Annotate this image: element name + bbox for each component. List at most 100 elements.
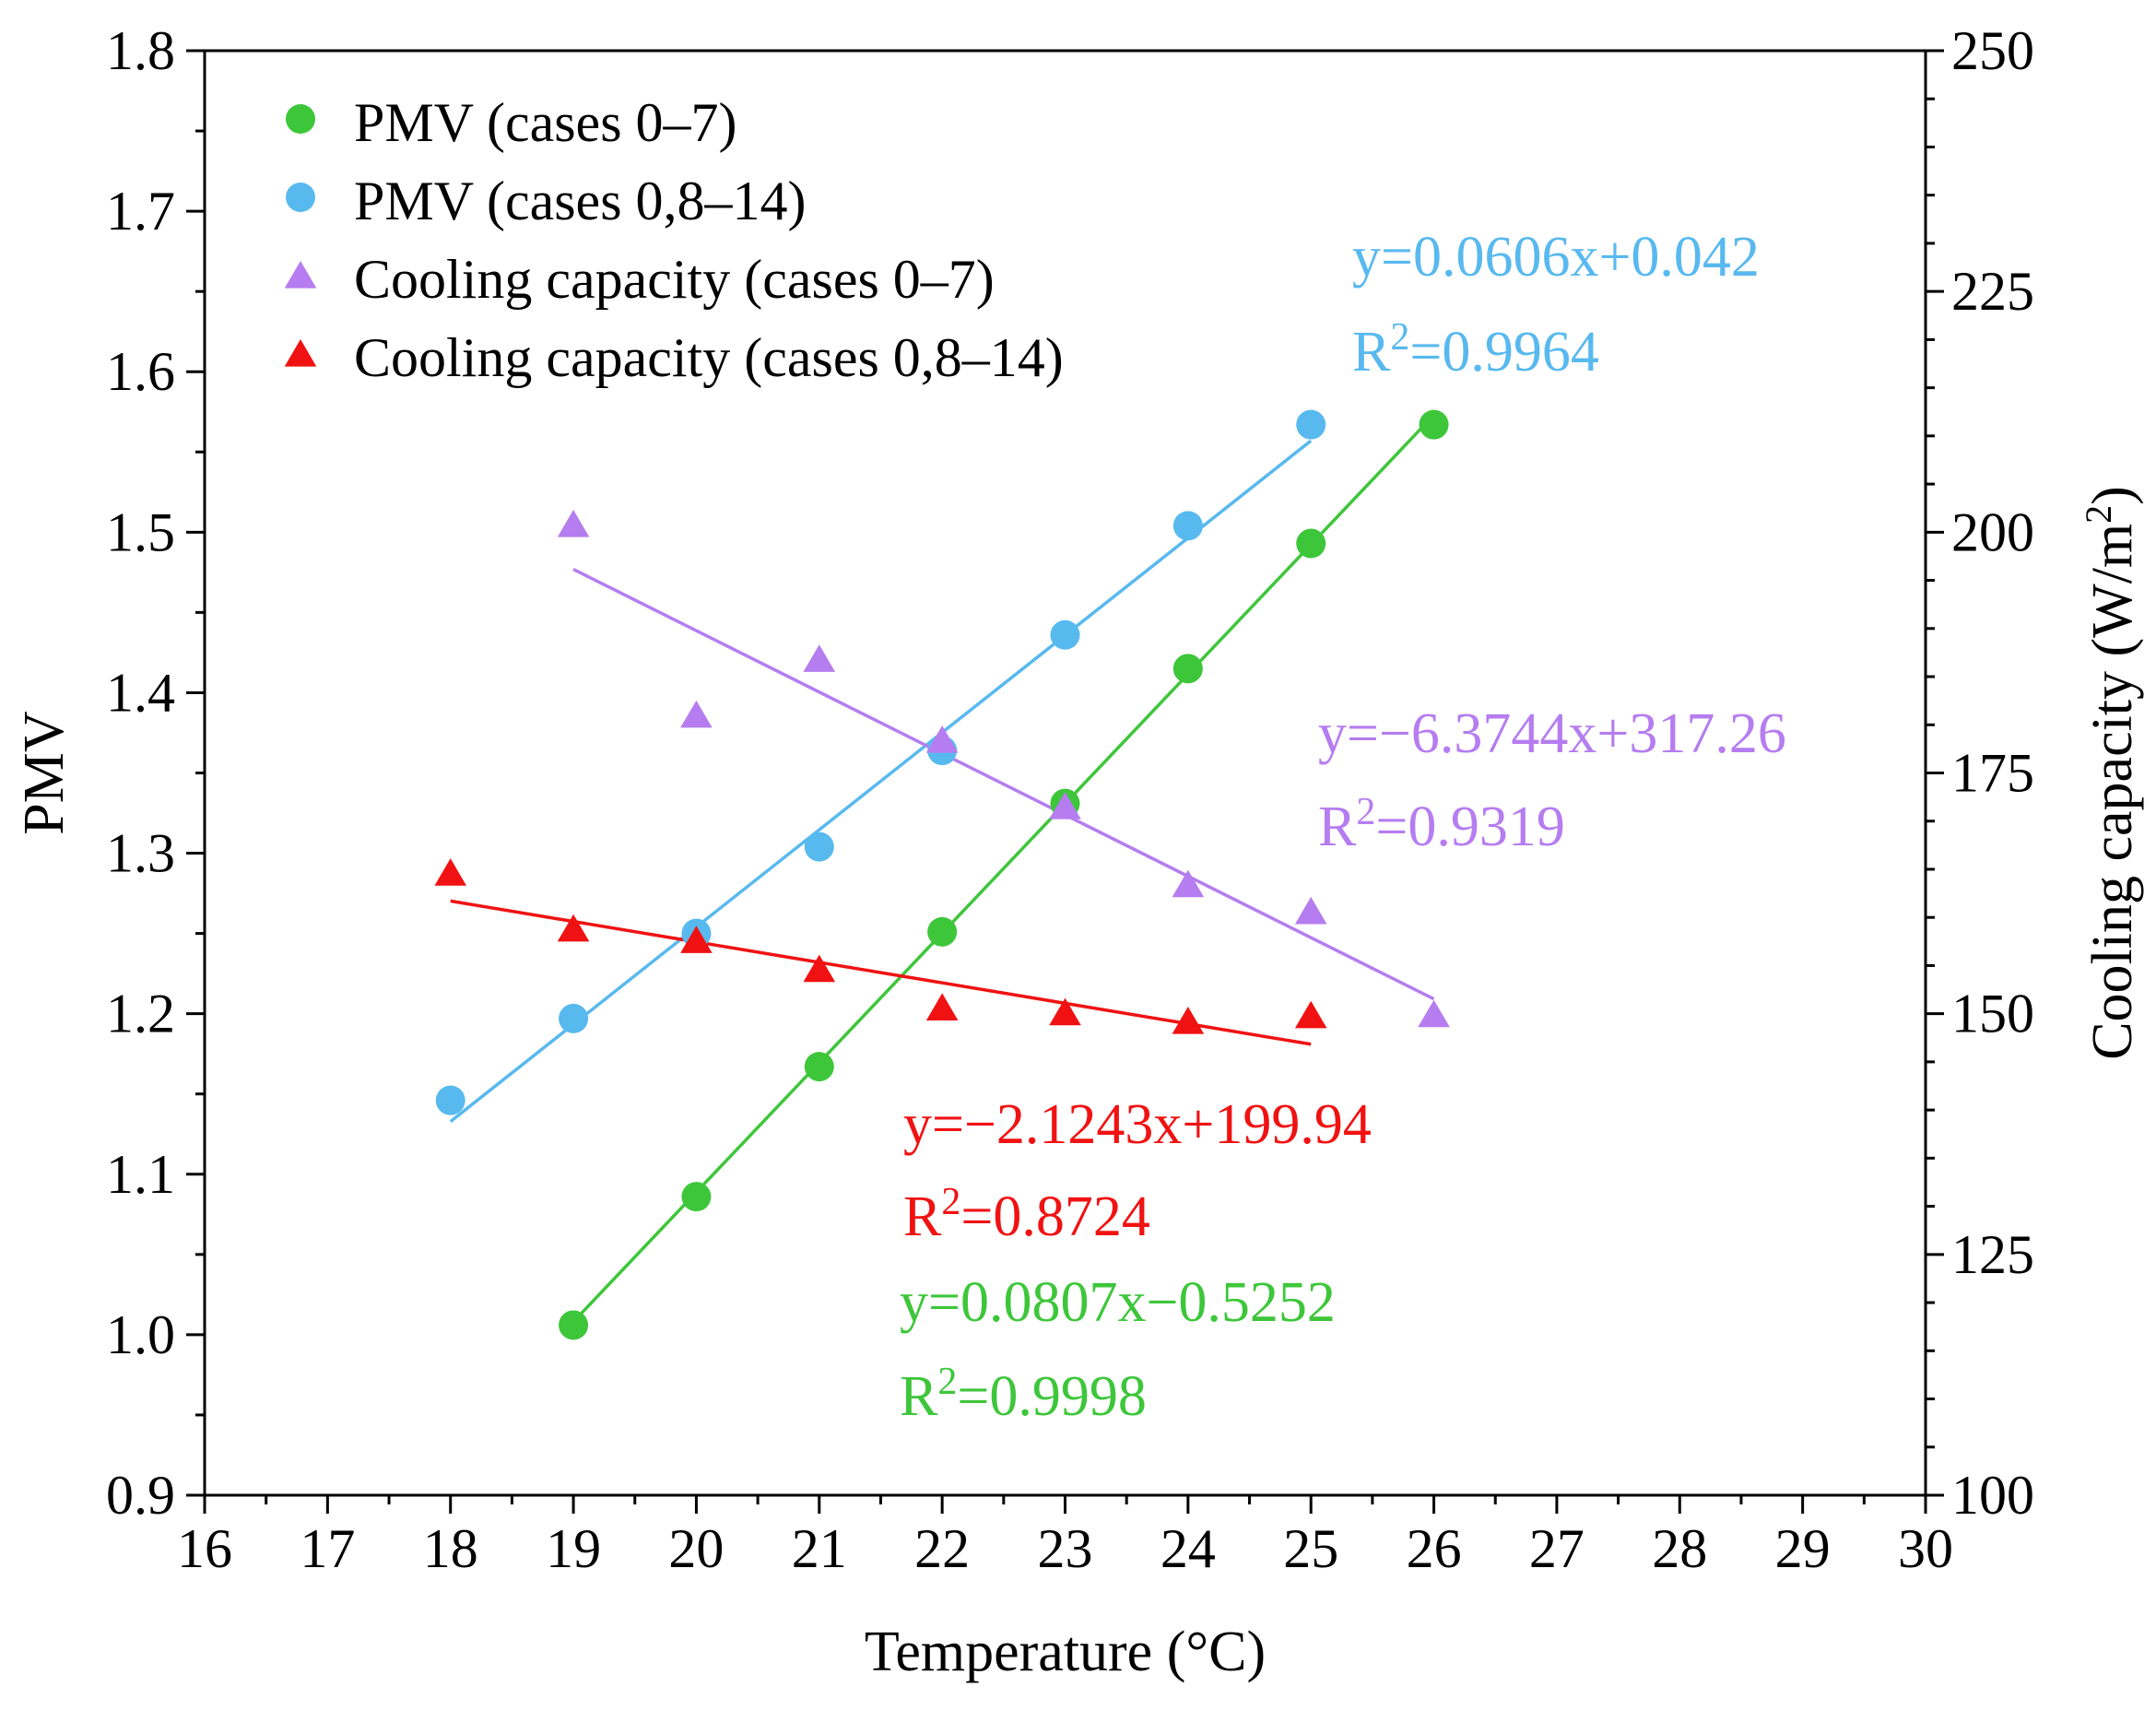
r2-sup: 2 [1390,316,1409,359]
data-point [1049,792,1081,820]
legend-marker [284,261,317,289]
r2-sup: 2 [941,1181,960,1223]
data-points-layer [434,409,1450,1340]
y2-tick-label: 125 [1951,1224,2034,1285]
data-point [557,509,590,537]
legend-label: PMV (cases 0,8–14) [354,171,807,231]
y-tick-label: 1.1 [106,1144,175,1205]
fit-lines-layer [449,414,1435,1323]
legend: PMV (cases 0–7) PMV (cases 0,8–14) Cooli… [284,92,1064,388]
r2-prefix: R [900,1365,938,1428]
x-tick-label: 27 [1529,1518,1585,1579]
data-point [559,1003,589,1033]
y-tick-label: 1.8 [106,20,175,81]
fit-r-squared: R2=0.9998 [900,1361,1147,1428]
fit-annotations: y=0.0606x+0.042 R2=0.9964 y=−6.3744x+317… [900,226,1786,1428]
r2-prefix: R [1318,796,1357,858]
plot-frame [203,49,1927,1497]
legend-item: PMV (cases 0–7) [286,92,737,153]
y-tick-label: 0.9 [106,1465,175,1526]
data-point [1296,528,1326,559]
fit-line [449,439,1313,1124]
fit-equation: y=−2.1243x+199.94 [903,1093,1372,1156]
x-tick-label: 18 [423,1518,478,1579]
x-tick-label: 23 [1038,1518,1093,1579]
y2-tick-label: 175 [1951,743,2034,804]
legend-item: Cooling capacity (cases 0,8–14) [284,327,1064,388]
data-point [680,700,713,728]
y2-axis-title: Cooling capacity (W/m2) [2078,486,2145,1060]
y-axis-title: PMV [13,711,76,835]
data-point [1172,869,1205,898]
fit-equation: y=0.0606x+0.042 [1352,226,1760,289]
y-tick-label: 1.7 [106,181,175,242]
y-tick-label: 1.5 [106,501,175,562]
y2-tick-label: 200 [1951,501,2034,562]
data-point [1294,896,1327,925]
r2-sup: 2 [937,1361,957,1403]
r2-value: =0.9319 [1375,796,1564,858]
y-tick-label: 1.6 [106,341,175,402]
legend-marker [284,339,317,367]
y2-tick-label: 250 [1951,20,2034,81]
x-tick-label: 20 [668,1518,724,1579]
legend-marker [286,104,315,134]
x-tick-label: 29 [1775,1518,1831,1579]
legend-marker-symbol [286,183,315,212]
data-point [1050,619,1080,650]
y-tick-label: 1.0 [106,1304,175,1365]
legend-label: Cooling capacity (cases 0,8–14) [354,327,1064,388]
data-point [803,954,836,983]
data-point [1294,1000,1327,1029]
data-point [925,993,959,1020]
legend-marker [286,183,315,212]
y2-tick-label: 150 [1951,984,2034,1044]
data-point [804,831,834,862]
legend-item: Cooling capacity (cases 0–7) [284,249,995,310]
data-point [1418,999,1450,1028]
y2-tick-label: 100 [1951,1465,2034,1526]
legend-label: Cooling capacity (cases 0–7) [354,249,995,310]
r2-prefix: R [1352,321,1391,383]
fit-line [572,568,1435,1001]
x-tick-label: 22 [914,1518,970,1579]
x-tick-label: 17 [300,1518,355,1579]
r2-value: =0.8724 [960,1185,1149,1248]
y-tick-label: 1.2 [106,984,175,1044]
r2-value: =0.9998 [957,1365,1146,1428]
fit-line [571,414,1435,1323]
data-point [803,644,836,672]
data-point [927,916,958,947]
x-tick-label: 19 [546,1518,601,1579]
data-point [435,1085,465,1115]
data-point [1172,511,1203,541]
legend-marker-symbol [284,339,317,367]
y2-tick-label: 225 [1951,261,2034,322]
legend-label: PMV (cases 0–7) [354,92,737,153]
ticks-layer: 16 17 18 19 20 21 22 23 24 25 26 27 28 29 300.91.01.11… [106,20,2034,1579]
data-point [1296,409,1326,440]
data-point [680,926,713,953]
y2-axis-title-sup: 2 [2078,505,2119,524]
y-tick-label: 1.4 [106,662,175,723]
data-point [1049,997,1081,1026]
fit-equation: y=−6.3744x+317.26 [1318,702,1786,765]
legend-marker-symbol [286,104,315,134]
x-tick-label: 24 [1160,1518,1216,1579]
y-tick-label: 1.3 [106,823,175,884]
data-point [434,858,466,886]
x-tick-label: 25 [1283,1518,1338,1579]
r2-value: =0.9964 [1409,321,1598,383]
r2-prefix: R [903,1185,942,1248]
x-tick-label: 21 [792,1518,847,1579]
y2-axis-title-main: Cooling capacity (W/m [2081,524,2144,1060]
fit-r-squared: R2=0.9964 [1352,316,1599,383]
data-point [1419,409,1449,440]
x-tick-label: 30 [1898,1518,1953,1579]
data-point [559,1310,589,1340]
fit-equation: y=0.0807x−0.5252 [900,1271,1336,1334]
x-tick-label: 16 [177,1518,232,1579]
data-point [1172,1007,1205,1034]
legend-item: PMV (cases 0,8–14) [286,171,807,231]
